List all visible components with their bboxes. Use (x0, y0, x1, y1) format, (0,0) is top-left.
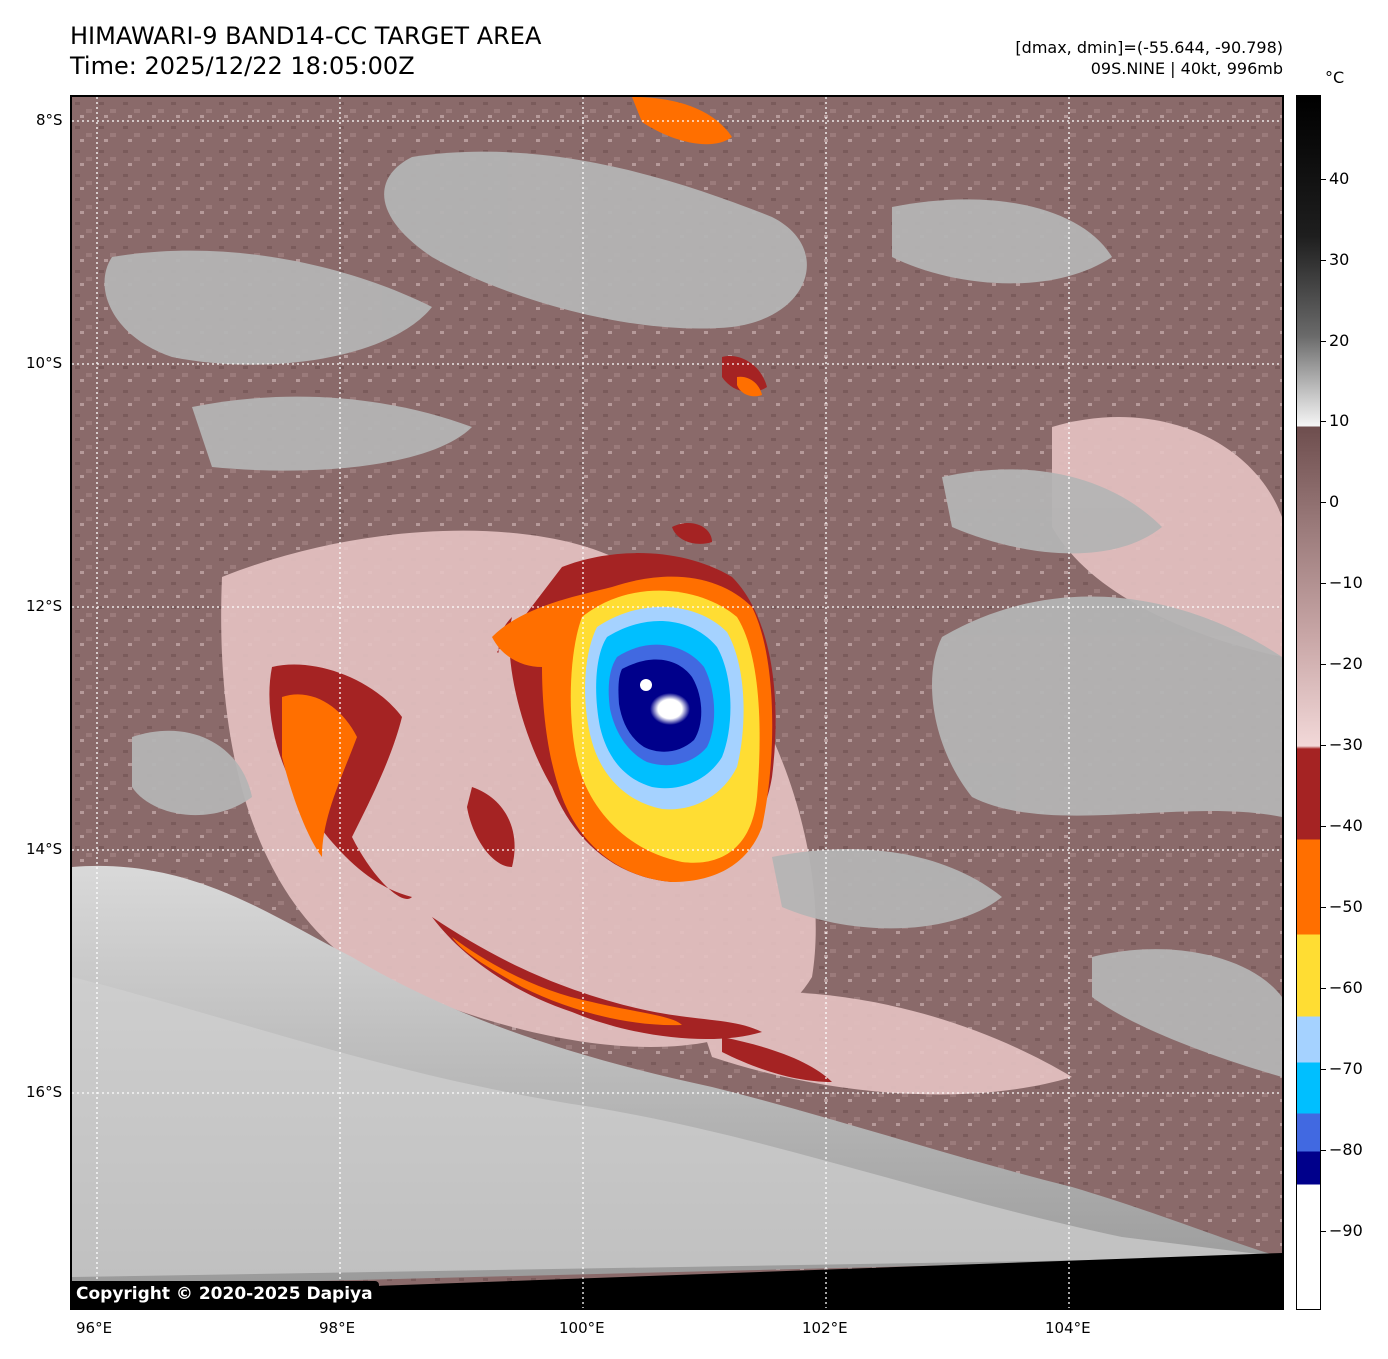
lat-label-16s: 16°S (26, 1083, 63, 1101)
central-dense-overcast (492, 553, 776, 882)
colorbar-tick (1321, 664, 1326, 665)
copyright-label: Copyright © 2020-2025 Dapiya (70, 1281, 379, 1308)
colorbar-tick (1321, 907, 1326, 908)
colorbar-tick (1321, 1231, 1326, 1232)
colorbar-tick (1321, 745, 1326, 746)
lat-label-10s: 10°S (26, 354, 63, 372)
colorbar-label: 40 (1329, 169, 1350, 188)
storm-info: 09S.NINE | 40kt, 996mb (1090, 59, 1283, 78)
observation-time: Time: 2025/12/22 18:05:00Z (70, 52, 415, 80)
colorbar-label: 20 (1329, 331, 1350, 350)
colorbar-tick (1321, 260, 1326, 261)
colorbar-tick (1321, 583, 1326, 584)
graticule (72, 97, 1282, 1308)
colorbar-label: 10 (1329, 411, 1350, 430)
colorbar-label: −60 (1329, 978, 1363, 997)
colorbar-label: −90 (1329, 1221, 1363, 1240)
colorbar-unit: °C (1325, 68, 1345, 87)
colorbar-label: 0 (1329, 492, 1340, 511)
lat-label-12s: 12°S (26, 597, 63, 615)
colorbar-label: −10 (1329, 573, 1363, 592)
colorbar-label: −40 (1329, 816, 1363, 835)
lon-label-98e: 98°E (319, 1319, 356, 1337)
colorbar-tick (1321, 1069, 1326, 1070)
temperature-range-readout: [dmax, dmin]=(-55.644, -90.798) (1015, 38, 1283, 57)
colorbar-label: −30 (1329, 735, 1363, 754)
southern-cloud-band-edge (72, 977, 1282, 1277)
lon-label-104e: 104°E (1045, 1319, 1091, 1337)
lon-label-100e: 100°E (559, 1319, 605, 1337)
colorbar-label: −20 (1329, 654, 1363, 673)
coldest-cloud-top (650, 693, 690, 725)
chart-title: HIMAWARI-9 BAND14-CC TARGET AREA (70, 22, 542, 50)
lon-label-102e: 102°E (802, 1319, 848, 1337)
colorbar-tick (1321, 502, 1326, 503)
colorbar (1296, 95, 1321, 1310)
colorbar-tick (1321, 826, 1326, 827)
colorbar-tick (1321, 341, 1326, 342)
satellite-map[interactable] (70, 95, 1284, 1310)
cold-cloud-spot (640, 679, 652, 691)
colorbar-label: 30 (1329, 250, 1350, 269)
colorbar-tick (1321, 421, 1326, 422)
grey-cloud-areas (104, 151, 1282, 1077)
satellite-image (72, 97, 1282, 1308)
colorbar-tick (1321, 988, 1326, 989)
colorbar-label: −80 (1329, 1140, 1363, 1159)
colorbar-tick (1321, 1150, 1326, 1151)
colorbar-label: −50 (1329, 897, 1363, 916)
lat-label-8s: 8°S (36, 111, 63, 129)
lon-label-96e: 96°E (76, 1319, 113, 1337)
lat-label-14s: 14°S (26, 840, 63, 858)
colorbar-tick (1321, 179, 1326, 180)
outer-rain-band (269, 97, 832, 1082)
colorbar-label: −70 (1329, 1059, 1363, 1078)
